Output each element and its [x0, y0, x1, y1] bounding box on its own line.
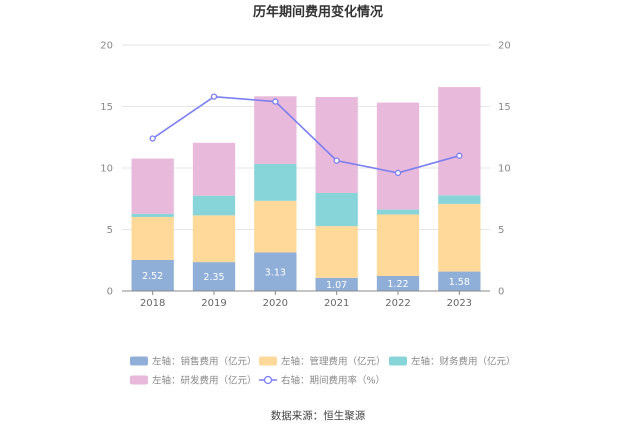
bar-segment	[192, 142, 236, 196]
bar-data-label: 1.22	[387, 279, 408, 290]
legend-marker	[263, 375, 273, 385]
line-layer	[149, 93, 463, 177]
bar-segment	[376, 275, 420, 291]
x-axis-category-label: 2023	[447, 298, 472, 309]
bar-segment	[438, 203, 481, 272]
legend-label: 左轴：研发费用（亿元）	[152, 375, 257, 387]
right-axis-tick-label: 15	[498, 102, 511, 113]
line-point	[210, 93, 218, 100]
right-axis-tick-label: 5	[498, 225, 504, 236]
line-point	[333, 157, 340, 164]
bar-data-label: 1.07	[326, 280, 347, 291]
line-point	[272, 98, 279, 105]
bar-segment	[315, 277, 358, 291]
legend-swatch	[259, 356, 277, 366]
bar-segment	[254, 96, 297, 164]
legend-label: 左轴：财务费用（亿元）	[411, 356, 516, 368]
bar-segment	[254, 163, 297, 201]
legend: 左轴：销售费用（亿元） 左轴：管理费用（亿元） 左轴：财务费用（亿元） 左轴：研发费用…	[130, 356, 516, 387]
bar-segment	[376, 209, 420, 215]
left-axis-tick-label: 0	[107, 287, 113, 298]
left-axis-tick-label: 10	[100, 164, 113, 175]
x-axis-category-label: 2018	[140, 298, 165, 309]
left-axis-tick-label: 5	[107, 225, 113, 236]
left-axis-tick-label: 15	[100, 102, 113, 113]
bar-data-label: 3.13	[265, 267, 286, 278]
bar-data-label: 2.52	[142, 271, 163, 282]
line-series	[152, 95, 460, 174]
legend-label: 右轴：期间费用率（%）	[281, 375, 385, 387]
line-point	[149, 135, 156, 142]
bar-segment	[376, 102, 420, 210]
bar-segment	[131, 216, 174, 261]
bar-segment	[254, 252, 297, 291]
right-axis-tick-label: 0	[498, 287, 504, 298]
right-axis-tick-label: 20	[498, 41, 511, 52]
chart-title: 历年期间费用变化情况	[253, 4, 383, 20]
source-note: 数据来源：恒生聚源	[271, 409, 366, 422]
x-axis-category-label: 2021	[324, 298, 349, 309]
legend-swatch	[130, 375, 148, 385]
bar-segment	[192, 195, 236, 216]
bar-segment	[438, 87, 481, 196]
legend-label: 左轴：销售费用（亿元）	[152, 356, 257, 368]
legend-label: 左轴：管理费用（亿元）	[281, 356, 386, 368]
bar-segment	[192, 262, 236, 291]
bar-segment	[438, 271, 481, 291]
x-axis-category-label: 2020	[263, 298, 288, 309]
bar-segment	[131, 213, 174, 217]
right-axis-tick-label: 10	[498, 164, 511, 175]
x-axis-category-label: 2022	[385, 298, 410, 309]
bar-data-label: 2.35	[203, 272, 224, 283]
bar-segment	[315, 97, 358, 193]
bar-segment	[254, 200, 297, 253]
bar-segment	[192, 215, 236, 263]
line-point	[456, 152, 463, 159]
bars-layer: 2.52 2.35 3.13 1.07 1.22 1.58	[131, 87, 481, 291]
x-axis-category-label: 2019	[201, 298, 226, 309]
line-point	[394, 169, 402, 177]
bar-data-label: 1.58	[449, 277, 470, 288]
legend-swatch	[389, 356, 407, 366]
bar-segment	[315, 226, 358, 278]
bar-segment	[131, 260, 174, 291]
bar-segment	[131, 158, 174, 214]
bar-segment	[376, 214, 420, 276]
bar-segment	[315, 192, 358, 227]
bar-segment	[438, 195, 481, 204]
legend-swatch	[130, 356, 148, 366]
grid-layer	[122, 44, 490, 230]
axis-layer: 0 5 10 15 20 0 5 10 15 20 2018 2019 2020 2021 2022 2023	[100, 41, 510, 310]
left-axis-tick-label: 20	[100, 41, 113, 52]
